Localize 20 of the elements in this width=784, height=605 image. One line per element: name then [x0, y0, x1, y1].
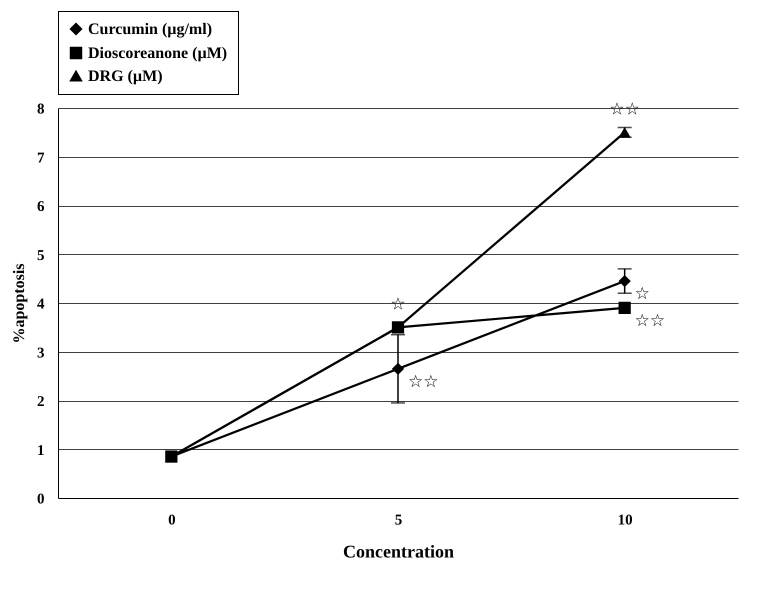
y-tick-label: 3	[37, 345, 44, 362]
y-tick-label: 5	[37, 248, 44, 264]
y-tick-label: 8	[37, 102, 44, 118]
y-tick-label: 6	[37, 199, 45, 215]
legend-label: Dioscoreanone (µM)	[88, 45, 228, 62]
y-axis-title: %apoptosis	[11, 263, 28, 344]
annotation: ☆☆	[634, 310, 666, 331]
x-tick-label: 10	[618, 512, 633, 528]
y-tick-label: 1	[37, 442, 44, 459]
y-tick-label: 4	[37, 296, 45, 312]
x-axis-title: Concentration	[343, 542, 454, 562]
y-tick-label: 0	[37, 492, 44, 508]
annotation: ☆	[634, 284, 650, 304]
y-tick-label: 2	[37, 394, 44, 410]
legend-label: DRG (µM)	[88, 68, 163, 85]
y-tick-label: 7	[37, 150, 45, 166]
legend-label: Curcumin (µg/ml)	[88, 21, 212, 38]
x-tick-label: 0	[168, 512, 176, 528]
x-tick-label: 5	[394, 512, 402, 528]
annotation: ☆☆	[408, 372, 438, 392]
